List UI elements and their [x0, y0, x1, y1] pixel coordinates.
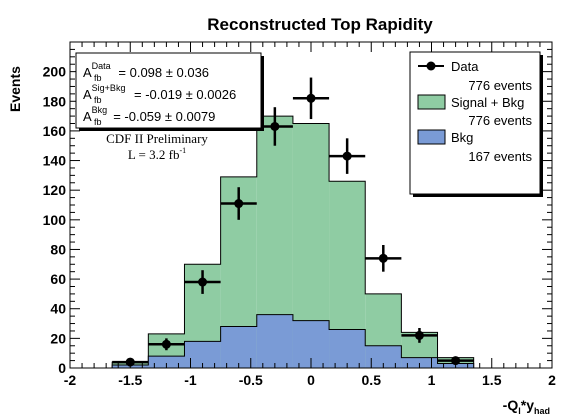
legend-entry-bkg: Bkg 167 events — [417, 129, 532, 164]
y-tick-label: 180 — [43, 93, 67, 109]
y-tick-label: 100 — [43, 212, 67, 228]
y-tick-label: 140 — [43, 153, 67, 169]
x-tick-label: 2 — [548, 372, 556, 388]
y-axis-label: Events — [7, 66, 23, 112]
x-tick-label: -1.5 — [118, 372, 142, 388]
x-axis-label: -Ql*yhad — [503, 397, 550, 416]
data-point — [365, 245, 402, 272]
signal-bkg-outline — [111, 115, 510, 369]
bkg-bin — [365, 345, 402, 368]
x-tick-label: 1 — [428, 372, 436, 388]
y-tick-label: 40 — [50, 301, 66, 317]
x-axis-label-q: -Q — [503, 397, 519, 413]
legend-detail-bkg: 167 events — [468, 149, 532, 164]
legend-label-bkg: Bkg — [451, 130, 473, 145]
luminosity-text: L = 3.2 fb — [128, 147, 180, 162]
stat-line: ASig+Bkg fb = -0.019 ± 0.0026 — [83, 83, 236, 105]
data-point — [437, 356, 474, 366]
legend-detail-data: 776 events — [468, 78, 532, 93]
data-point — [256, 107, 293, 146]
x-tick-label: -0.5 — [239, 372, 263, 388]
x-axis-label-sub2: had — [534, 406, 550, 416]
stat-line: ABkg fb = -0.059 ± 0.0079 — [83, 105, 215, 127]
legend: Data 776 events Signal + Bkg 776 events … — [409, 51, 543, 197]
bkg-bin — [401, 357, 438, 368]
data-point — [401, 327, 438, 343]
legend-label-data: Data — [451, 59, 479, 74]
data-point — [220, 187, 257, 220]
x-axis-label-mid: *y — [521, 397, 534, 413]
y-tick-label: 120 — [43, 182, 67, 198]
bkg-bin — [329, 329, 366, 368]
data-point — [184, 270, 221, 294]
legend-detail-signal-bkg: 776 events — [468, 113, 532, 128]
y-tick-label: 0 — [58, 360, 66, 376]
x-tick-label: 1.5 — [482, 372, 502, 388]
y-axis-ticks: 0 20 40 60 80 100 120 140 160 180 200 — [43, 48, 552, 376]
y-tick-label: 60 — [50, 271, 66, 287]
data-point — [148, 338, 185, 351]
x-tick-label: -1 — [184, 372, 197, 388]
x-axis-label-sub1: l — [518, 406, 521, 416]
y-tick-label: 80 — [50, 241, 66, 257]
x-tick-label: 0 — [307, 372, 315, 388]
legend-entry-signal-bkg: Signal + Bkg 776 events — [417, 94, 532, 128]
data-points — [112, 77, 474, 367]
preliminary-label: CDF II Preliminary — [106, 131, 208, 146]
y-tick-label: 200 — [43, 64, 67, 80]
x-tick-label: 0.5 — [362, 372, 382, 388]
bkg-bin — [220, 326, 257, 368]
data-point — [292, 77, 330, 120]
chart-title: Reconstructed Top Rapidity — [207, 15, 433, 34]
y-tick-label: 160 — [43, 123, 67, 139]
legend-label-signal-bkg: Signal + Bkg — [451, 95, 524, 110]
legend-entry-data: Data 776 events — [418, 59, 532, 93]
luminosity-label: L = 3.2 fb-1 — [128, 146, 186, 162]
data-point — [329, 138, 366, 174]
bkg-bin — [256, 314, 293, 368]
x-tick-label: -2 — [64, 372, 77, 388]
luminosity-sup: -1 — [179, 146, 186, 155]
bkg-bin — [148, 356, 185, 368]
y-tick-label: 20 — [50, 330, 66, 346]
x-axis-ticks: -2 -1.5 -1 -0.5 0 0.5 1 1.5 2 — [64, 42, 556, 388]
histograms — [111, 115, 510, 369]
stat-line: AData fb = 0.098 ± 0.036 — [83, 61, 209, 83]
